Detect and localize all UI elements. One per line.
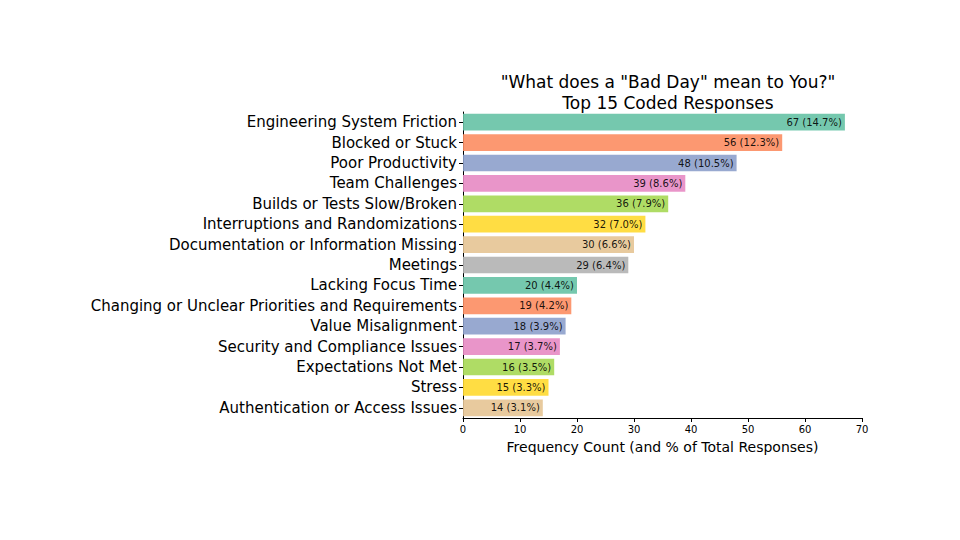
svg-text:Team Challenges: Team Challenges (329, 174, 457, 192)
svg-text:Changing or Unclear Priorities: Changing or Unclear Priorities and Requi… (91, 297, 457, 315)
svg-text:29 (6.4%): 29 (6.4%) (576, 260, 625, 271)
svg-text:40: 40 (685, 424, 698, 435)
svg-text:Blocked or Stuck: Blocked or Stuck (331, 134, 457, 152)
svg-text:50: 50 (742, 424, 755, 435)
svg-text:"What does a "Bad Day" mean to: "What does a "Bad Day" mean to You?" (501, 72, 836, 92)
svg-text:Lacking Focus Time: Lacking Focus Time (310, 276, 457, 294)
svg-text:Stress: Stress (411, 378, 457, 396)
svg-text:30: 30 (628, 424, 641, 435)
svg-text:Frequency Count (and % of Tota: Frequency Count (and % of Total Response… (507, 439, 819, 455)
svg-text:17 (3.7%): 17 (3.7%) (508, 341, 557, 352)
svg-text:56 (12.3%): 56 (12.3%) (724, 137, 780, 148)
svg-text:Expectations Not Met: Expectations Not Met (296, 358, 457, 376)
svg-text:Security and Compliance Issues: Security and Compliance Issues (218, 338, 457, 356)
svg-text:Authentication or Access Issue: Authentication or Access Issues (219, 399, 457, 417)
svg-text:30 (6.6%): 30 (6.6%) (582, 239, 631, 250)
svg-text:19 (4.2%): 19 (4.2%) (519, 300, 568, 311)
svg-text:20 (4.4%): 20 (4.4%) (525, 280, 574, 291)
svg-text:60: 60 (799, 424, 812, 435)
svg-text:Interruptions and Randomizatio: Interruptions and Randomizations (203, 215, 458, 233)
svg-text:Builds or Tests Slow/Broken: Builds or Tests Slow/Broken (252, 195, 457, 213)
svg-text:36 (7.9%): 36 (7.9%) (616, 198, 665, 209)
svg-text:67 (14.7%): 67 (14.7%) (786, 117, 842, 128)
svg-text:15 (3.3%): 15 (3.3%) (496, 382, 545, 393)
svg-text:10: 10 (514, 424, 527, 435)
svg-text:18 (3.9%): 18 (3.9%) (513, 321, 562, 332)
svg-text:32 (7.0%): 32 (7.0%) (593, 219, 642, 230)
svg-text:14 (3.1%): 14 (3.1%) (491, 402, 540, 413)
svg-text:0: 0 (460, 424, 466, 435)
svg-text:Poor Productivity: Poor Productivity (330, 154, 457, 172)
svg-text:48 (10.5%): 48 (10.5%) (678, 158, 734, 169)
svg-text:Value Misalignment: Value Misalignment (310, 317, 457, 335)
svg-text:16 (3.5%): 16 (3.5%) (502, 362, 551, 373)
svg-text:20: 20 (571, 424, 584, 435)
svg-text:Meetings: Meetings (389, 256, 457, 274)
svg-text:Top 15 Coded Responses: Top 15 Coded Responses (561, 93, 773, 113)
svg-text:Engineering System Friction: Engineering System Friction (247, 113, 457, 131)
svg-text:Documentation or Information M: Documentation or Information Missing (169, 236, 457, 254)
svg-text:39 (8.6%): 39 (8.6%) (633, 178, 682, 189)
svg-text:70: 70 (856, 424, 869, 435)
